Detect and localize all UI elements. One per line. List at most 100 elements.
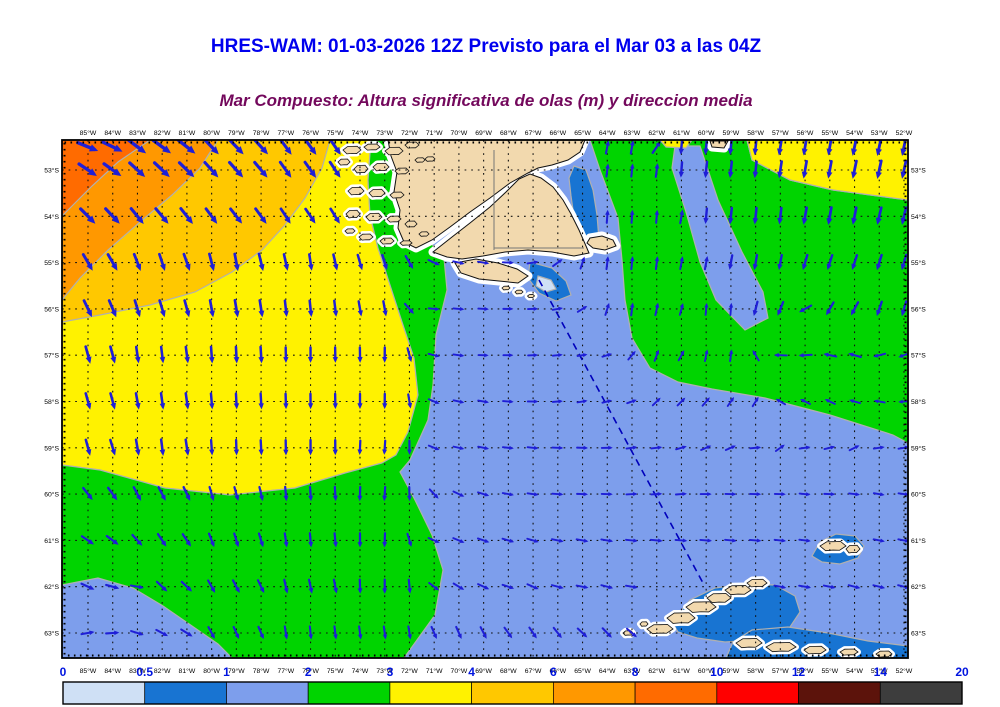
- lon-label-bottom: 79°W: [228, 667, 245, 675]
- wave-direction-arrowhead: [605, 163, 610, 169]
- wave-direction-arrowhead: [184, 449, 190, 456]
- lon-label-top: 69°W: [475, 129, 492, 137]
- calm-patch-cape-horn-light: [535, 275, 557, 293]
- island: [368, 188, 386, 198]
- wave-direction-arrowhead: [284, 146, 292, 155]
- wave-direction-arrowhead: [407, 588, 413, 594]
- lat-label-right: 55°S: [911, 259, 926, 267]
- map-frame-ticks: [63, 141, 907, 657]
- wave-direction-arrowhead: [307, 449, 314, 456]
- island: [765, 642, 797, 653]
- wave-direction-arrowhead: [558, 538, 564, 543]
- wave-direction-arrowhead: [407, 449, 412, 455]
- wave-direction-arrowhead: [705, 397, 710, 403]
- wave-direction-arrowhead: [855, 585, 861, 590]
- wave-direction-arrowhead: [457, 633, 462, 640]
- wave-direction-arrowhead: [234, 541, 240, 548]
- wave-direction-arrowhead: [679, 302, 684, 309]
- lat-label-right: 58°S: [911, 398, 926, 406]
- island: [404, 141, 420, 149]
- lon-label-bottom: 85°W: [80, 667, 97, 675]
- wave-direction-arrowhead: [184, 263, 191, 271]
- wave-direction-arrowhead: [382, 310, 388, 317]
- wave-direction-arrowhead: [657, 492, 663, 497]
- wave-direction-arrowhead: [848, 352, 854, 357]
- lat-label-left: 54°S: [44, 213, 59, 221]
- wave-direction-arrowhead: [682, 492, 687, 497]
- lat-label-left: 55°S: [44, 259, 59, 267]
- wave-direction-arrowhead: [484, 399, 490, 404]
- wave-direction-arrowhead: [606, 632, 612, 638]
- wave-direction-arrowhead: [679, 256, 684, 262]
- wave-direction-arrowhead: [434, 446, 440, 451]
- wave-direction-arrowhead: [209, 310, 215, 318]
- wave-direction-arrowhead: [875, 217, 882, 225]
- wave-direction-arrowhead: [283, 356, 289, 363]
- wave-direction-arrowhead: [631, 399, 637, 404]
- wave-direction-arrowhead: [459, 446, 465, 450]
- wave-direction-arrowhead: [826, 171, 833, 179]
- wave-direction-arrowhead: [88, 168, 97, 176]
- wave-direction-arrowhead: [558, 353, 563, 358]
- lon-label-bottom: 53°W: [871, 667, 888, 675]
- wave-direction-arrowhead: [608, 538, 614, 543]
- lon-label-top: 77°W: [277, 129, 294, 137]
- wave-direction-arrowhead: [703, 148, 709, 156]
- wave-direction-arrowhead: [382, 263, 388, 271]
- lon-label-top: 70°W: [451, 129, 468, 137]
- wave-direction-arrowhead: [900, 148, 907, 156]
- wave-direction-arrowhead: [357, 449, 363, 455]
- wave-direction-arrowhead: [332, 310, 339, 317]
- wave-direction-arrowhead: [161, 540, 167, 547]
- wave-direction-arrowhead: [633, 538, 638, 543]
- land-hoste-navarino: [454, 258, 529, 284]
- wave-direction-arrowhead: [283, 541, 289, 548]
- wave-direction-arrowhead: [434, 400, 440, 404]
- lat-label-left: 61°S: [44, 537, 59, 545]
- wave-direction-arrowhead: [357, 310, 363, 317]
- wave-direction-arrowhead: [138, 631, 144, 636]
- colorbar-segment: [471, 681, 554, 705]
- wave-direction-arrowhead: [112, 539, 119, 545]
- wave-direction-arrowhead: [85, 448, 92, 456]
- wave-direction-arrowhead: [307, 403, 314, 410]
- island: [839, 648, 859, 656]
- wave-direction-arrowhead: [284, 216, 291, 224]
- wave-direction-arrowhead: [801, 263, 808, 271]
- wave-direction-arrowhead: [459, 399, 465, 404]
- wave-direction-arrowhead: [729, 349, 734, 355]
- island: [639, 621, 649, 627]
- lon-label-bottom: 52°W: [896, 667, 913, 675]
- wave-direction-arrowhead: [777, 309, 783, 316]
- wave-direction-arrowhead: [332, 449, 338, 456]
- wave-direction-arrowhead: [159, 356, 166, 364]
- wave-direction-arrowhead: [682, 538, 688, 543]
- island: [345, 209, 361, 219]
- wave-direction-arrowhead: [629, 163, 635, 169]
- wave-region-darkorange-corner: [62, 140, 152, 217]
- lon-label-bottom: 57°W: [772, 667, 789, 675]
- colorbar-segment: [226, 681, 309, 705]
- wave-direction-arrowhead: [582, 399, 588, 404]
- wave-direction-arrowhead: [608, 585, 614, 590]
- route-track-drake-passage: [538, 279, 704, 584]
- wave-direction-arrowhead: [605, 140, 610, 146]
- wave-direction-arrowhead: [283, 403, 289, 410]
- wave-direction-arrowhead: [826, 217, 833, 225]
- land-staten-island: [586, 235, 617, 251]
- wave-direction-arrowhead: [556, 632, 562, 639]
- wave-direction-arrowhead: [533, 445, 539, 450]
- wave-direction-arrowhead: [333, 216, 340, 224]
- wave-direction-arrowhead: [678, 148, 684, 155]
- wave-direction-arrowhead: [605, 302, 610, 309]
- wave-direction-arrowhead: [875, 171, 882, 180]
- lon-label-bottom: 80°W: [203, 667, 220, 675]
- lon-label-bottom: 55°W: [821, 667, 838, 675]
- wave-direction-arrowhead: [583, 445, 589, 450]
- wave-direction-arrowhead: [233, 449, 240, 456]
- wave-direction-arrowhead: [830, 445, 836, 450]
- wave-direction-arrowhead: [850, 309, 856, 316]
- wave-direction-arrowhead: [459, 306, 465, 312]
- wave-direction-arrowhead: [407, 495, 412, 502]
- wave-direction-arrowhead: [582, 305, 588, 311]
